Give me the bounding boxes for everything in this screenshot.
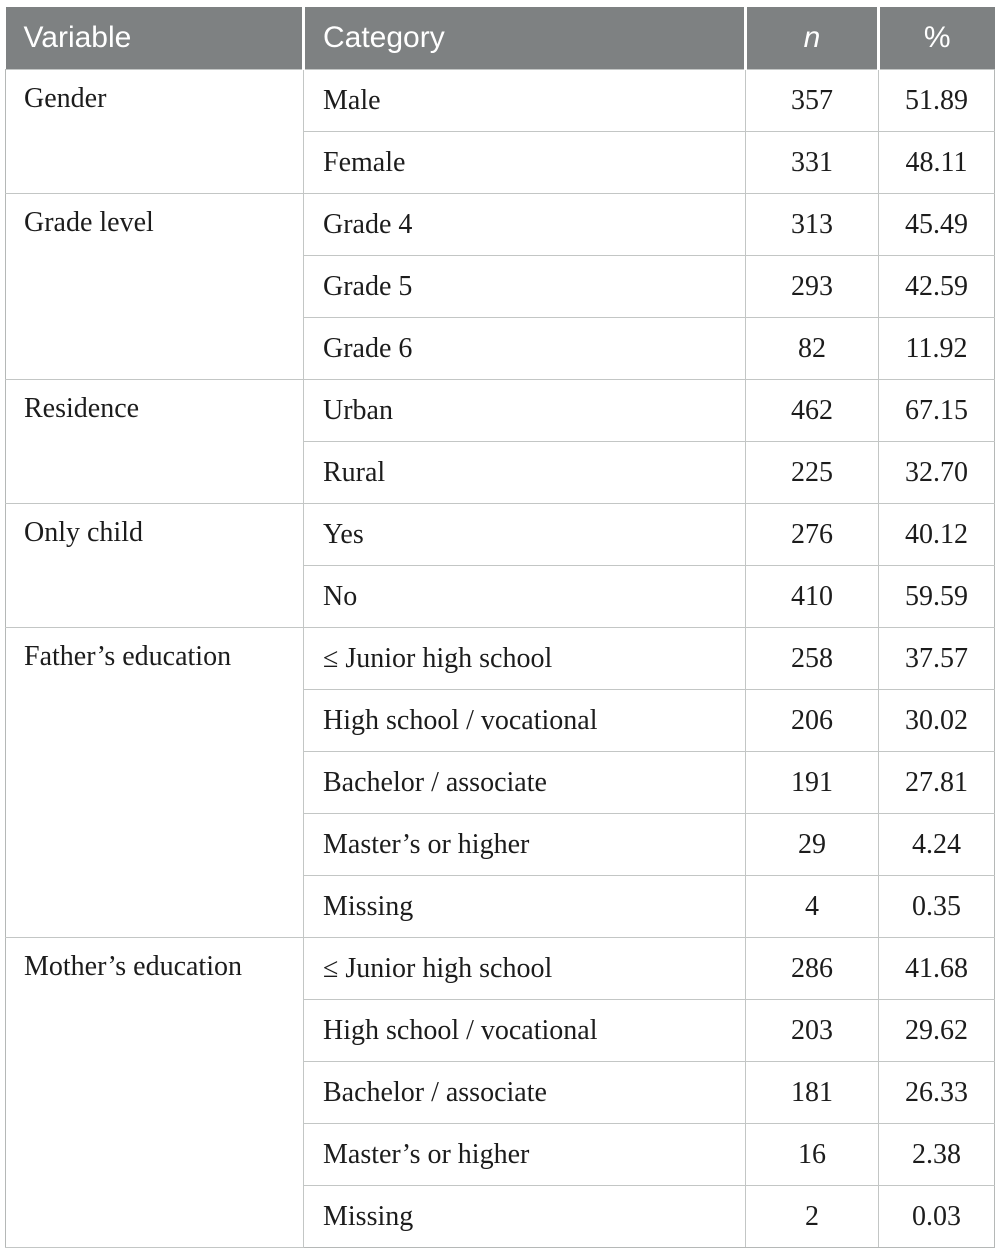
category-cell: High school / vocational xyxy=(303,999,746,1062)
category-cell: Grade 5 xyxy=(303,255,746,318)
percent-cell: 59.59 xyxy=(878,565,995,628)
percent-cell: 42.59 xyxy=(878,255,995,318)
variable-cell: Grade level xyxy=(5,193,304,380)
header-n: n xyxy=(744,7,879,70)
category-cell: Bachelor / associate xyxy=(303,751,746,814)
category-cell: Grade 6 xyxy=(303,317,746,380)
category-cell: Grade 4 xyxy=(303,193,746,256)
percent-cell: 30.02 xyxy=(878,689,995,752)
header-row: Variable Category n % xyxy=(5,7,995,70)
percent-cell: 4.24 xyxy=(878,813,995,876)
category-cell: No xyxy=(303,565,746,628)
percent-cell: 40.12 xyxy=(878,503,995,566)
percent-cell: 48.11 xyxy=(878,131,995,194)
table-row: Master’s or higher 16 2.38 xyxy=(6,1123,995,1186)
n-cell: 206 xyxy=(745,689,879,752)
n-cell: 462 xyxy=(745,379,879,442)
n-cell: 16 xyxy=(745,1123,879,1186)
percent-cell: 0.35 xyxy=(878,875,995,938)
n-cell: 4 xyxy=(745,875,879,938)
table-row: High school / vocational 203 29.62 xyxy=(6,999,995,1062)
percent-cell: 0.03 xyxy=(878,1185,995,1248)
table-row: High school / vocational 206 30.02 xyxy=(6,689,995,752)
n-cell: 2 xyxy=(745,1185,879,1248)
percent-cell: 45.49 xyxy=(878,193,995,256)
percent-cell: 2.38 xyxy=(878,1123,995,1186)
table-row: Bachelor / associate 181 26.33 xyxy=(6,1061,995,1124)
table-row: Only child Yes 276 40.12 xyxy=(5,503,995,628)
table-row: Missing 4 0.35 xyxy=(6,875,995,938)
percent-cell: 32.70 xyxy=(878,441,995,504)
variable-cell: Father’s education xyxy=(5,627,304,938)
n-cell: 258 xyxy=(745,627,879,690)
percent-cell: 29.62 xyxy=(878,999,995,1062)
category-cell: Missing xyxy=(303,875,746,938)
category-cell: Rural xyxy=(303,441,746,504)
n-cell: 29 xyxy=(745,813,879,876)
percent-cell: 26.33 xyxy=(878,1061,995,1124)
n-cell: 313 xyxy=(745,193,879,256)
variable-cell: Mother’s education xyxy=(5,937,304,1248)
header-category: Category xyxy=(302,7,746,70)
category-cell: Master’s or higher xyxy=(303,1123,746,1186)
table-row: Missing 2 0.03 xyxy=(6,1185,995,1248)
table-row: Bachelor / associate 191 27.81 xyxy=(6,751,995,814)
table-row: Rural 225 32.70 xyxy=(6,441,995,504)
category-cell: Male xyxy=(303,69,746,132)
table-row: Grade level Grade 4 313 45.49 xyxy=(5,193,995,380)
table-row: Residence Urban 462 67.15 xyxy=(5,379,995,504)
percent-cell: 37.57 xyxy=(878,627,995,690)
n-cell: 331 xyxy=(745,131,879,194)
category-cell: ≤ Junior high school xyxy=(303,937,746,1000)
category-cell: Yes xyxy=(303,503,746,566)
variable-cell: Only child xyxy=(5,503,304,628)
n-cell: 203 xyxy=(745,999,879,1062)
category-cell: Master’s or higher xyxy=(303,813,746,876)
variable-cell: Residence xyxy=(5,379,304,504)
percent-cell: 11.92 xyxy=(878,317,995,380)
table-row: Grade 5 293 42.59 xyxy=(6,255,995,318)
category-cell: Female xyxy=(303,131,746,194)
n-cell: 276 xyxy=(745,503,879,566)
percent-cell: 41.68 xyxy=(878,937,995,1000)
category-cell: ≤ Junior high school xyxy=(303,627,746,690)
variable-cell: Gender xyxy=(5,69,304,194)
n-cell: 410 xyxy=(745,565,879,628)
header-percent: % xyxy=(877,7,995,70)
category-cell: Urban xyxy=(303,379,746,442)
table-row: Female 331 48.11 xyxy=(6,131,995,194)
n-cell: 82 xyxy=(745,317,879,380)
demographics-table: Variable Category n % Gender Male 357 51.89… xyxy=(5,7,995,1248)
header-variable: Variable xyxy=(5,7,304,70)
n-cell: 181 xyxy=(745,1061,879,1124)
category-cell: Missing xyxy=(303,1185,746,1248)
n-cell: 225 xyxy=(745,441,879,504)
n-cell: 357 xyxy=(745,69,879,132)
table-row: Grade 6 82 11.92 xyxy=(6,317,995,380)
percent-cell: 67.15 xyxy=(878,379,995,442)
table-row: Father’s education ≤ Junior high school 25… xyxy=(5,627,995,938)
n-cell: 286 xyxy=(745,937,879,1000)
n-cell: 191 xyxy=(745,751,879,814)
n-cell: 293 xyxy=(745,255,879,318)
percent-cell: 51.89 xyxy=(878,69,995,132)
table-row: Gender Male 357 51.89 xyxy=(5,69,995,194)
table-row: Master’s or higher 29 4.24 xyxy=(6,813,995,876)
table-row: Mother’s education ≤ Junior high school 28… xyxy=(5,937,995,1248)
category-cell: Bachelor / associate xyxy=(303,1061,746,1124)
percent-cell: 27.81 xyxy=(878,751,995,814)
category-cell: High school / vocational xyxy=(303,689,746,752)
